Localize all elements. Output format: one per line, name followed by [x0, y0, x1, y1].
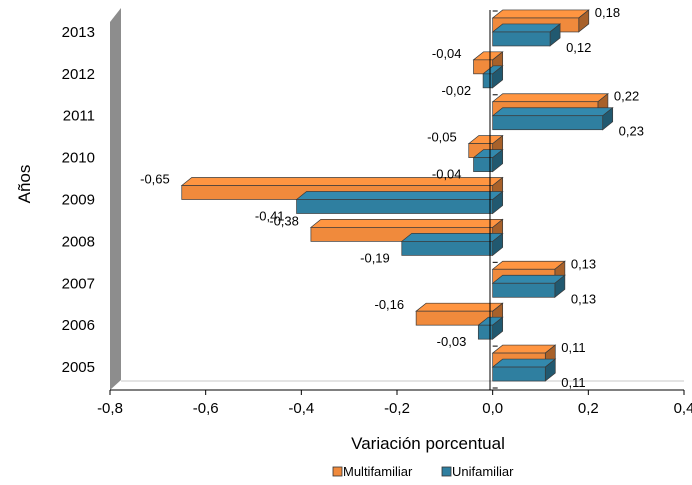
data-label-unifamiliar-2010: -0,04: [432, 167, 462, 182]
x-tick-labels: -0,8 -0,6 -0,4 -0,2 0,0 0,2 0,4: [97, 390, 692, 417]
y-tick-label-2007: 2007: [62, 275, 95, 292]
bar-front-unifamiliar-2007: [492, 282, 556, 298]
data-label-unifamiliar-2012: -0,02: [441, 83, 471, 98]
bar-front-unifamiliar-2012: [482, 73, 494, 89]
data-label-multifamiliar-2005: 0,11: [561, 340, 585, 355]
bar-top-unifamiliar-2009: [295, 191, 504, 200]
bar-top-multifamiliar-2005: [491, 344, 557, 354]
x-tick-label-3: -0,2: [384, 400, 410, 417]
data-label-unifamiliar-2008: -0,19: [360, 250, 390, 265]
data-label-unifamiliar-2006: -0,03: [437, 334, 467, 349]
y-tick-label-2013: 2013: [62, 24, 95, 41]
bar-front-unifamiliar-2008: [401, 241, 494, 256]
data-label-multifamiliar-2010: -0,05: [427, 130, 457, 145]
data-label-multifamiliar-2006: -0,16: [374, 297, 404, 312]
bar-front-unifamiliar-2011: [492, 115, 604, 131]
bar-top-multifamiliar-2013: [491, 9, 590, 19]
data-label-multifamiliar-2013: 0,18: [595, 5, 620, 20]
bar-front-unifamiliar-2006: [477, 324, 494, 340]
bar-unifamiliar-2007: [491, 274, 566, 299]
y-tick-labels: 2013 2012 2011 2010 2009 2008 2007 2006 2005: [62, 24, 95, 376]
bar-top-multifamiliar-2008: [309, 219, 504, 228]
x-tick-label-2: -0,4: [288, 400, 314, 417]
bar-front-unifamiliar-2009: [296, 199, 494, 214]
legend-swatch-multifamiliar: [332, 466, 343, 477]
bar-unifamiliar-2006: [477, 316, 504, 340]
y-tick-label-2011: 2011: [63, 108, 95, 125]
bar-unifamiliar-2012: [482, 65, 504, 89]
bar-unifamiliar-2013: [491, 23, 562, 47]
y-tick-label-2012: 2012: [62, 66, 95, 83]
bar-top-multifamiliar-2007: [491, 260, 566, 270]
bar-unifamiliar-2009: [295, 190, 504, 215]
data-label-unifamiliar-2005: 0,11: [561, 375, 585, 390]
bar-top-unifamiliar-2011: [491, 107, 614, 117]
y-tick-label-2010: 2010: [62, 150, 95, 167]
y-tick-label-2009: 2009: [62, 192, 95, 209]
x-axis-title: Variación porcentual: [351, 434, 505, 453]
x-tick-label-4: 0,0: [482, 400, 503, 417]
data-label-unifamiliar-2011: 0,23: [619, 124, 644, 139]
legend: Multifamiliar Unifamiliar: [332, 464, 514, 479]
data-label-multifamiliar-2009: -0,65: [140, 172, 170, 187]
y-tick-label-2006: 2006: [62, 317, 95, 334]
x-tick-label-1: -0,6: [193, 400, 219, 417]
plot-wall-left: [110, 8, 121, 390]
bar-front-unifamiliar-2005: [492, 366, 546, 382]
bar-front-unifamiliar-2013: [492, 31, 551, 47]
legend-swatch-unifamiliar: [441, 466, 452, 477]
bar-top-multifamiliar-2011: [491, 93, 609, 103]
y-axis-title: Años: [15, 165, 34, 204]
legend-label-unifamiliar: Unifamiliar: [452, 464, 514, 479]
bar-unifamiliar-2011: [491, 106, 614, 131]
data-label-unifamiliar-2009: -0,41: [255, 209, 285, 224]
y-tick-label-2008: 2008: [62, 233, 95, 250]
data-label-multifamiliar-2008: -0,38: [269, 213, 299, 228]
bars-layer: [180, 9, 614, 389]
bar-top-unifamiliar-2013: [491, 23, 562, 33]
data-label-multifamiliar-2012: -0,04: [432, 46, 462, 61]
x-tick-label-5: 0,2: [578, 400, 599, 417]
data-label-unifamiliar-2013: 0,12: [566, 40, 591, 55]
x-tick-label-6: 0,4: [674, 400, 692, 417]
bar-front-unifamiliar-2010: [473, 157, 494, 172]
data-labels: 0,18 0,12 -0,04 -0,02 0,22 0,23 -0,05 -0,04 -0,6…: [140, 5, 644, 390]
x-tick-label-0: -0,8: [97, 400, 123, 417]
legend-label-multifamiliar: Multifamiliar: [343, 464, 413, 479]
data-label-unifamiliar-2007: 0,13: [571, 291, 596, 306]
data-label-multifamiliar-2007: 0,13: [571, 256, 596, 271]
bar-unifamiliar-2010: [472, 148, 504, 173]
bar-top-unifamiliar-2007: [491, 274, 566, 284]
bar-unifamiliar-2005: [491, 358, 557, 382]
data-label-multifamiliar-2011: 0,22: [614, 89, 639, 104]
y-tick-label-2005: 2005: [62, 359, 95, 376]
bar-top-unifamiliar-2008: [400, 233, 504, 242]
bar-unifamiliar-2008: [400, 232, 504, 257]
bar-top-unifamiliar-2005: [491, 358, 557, 368]
